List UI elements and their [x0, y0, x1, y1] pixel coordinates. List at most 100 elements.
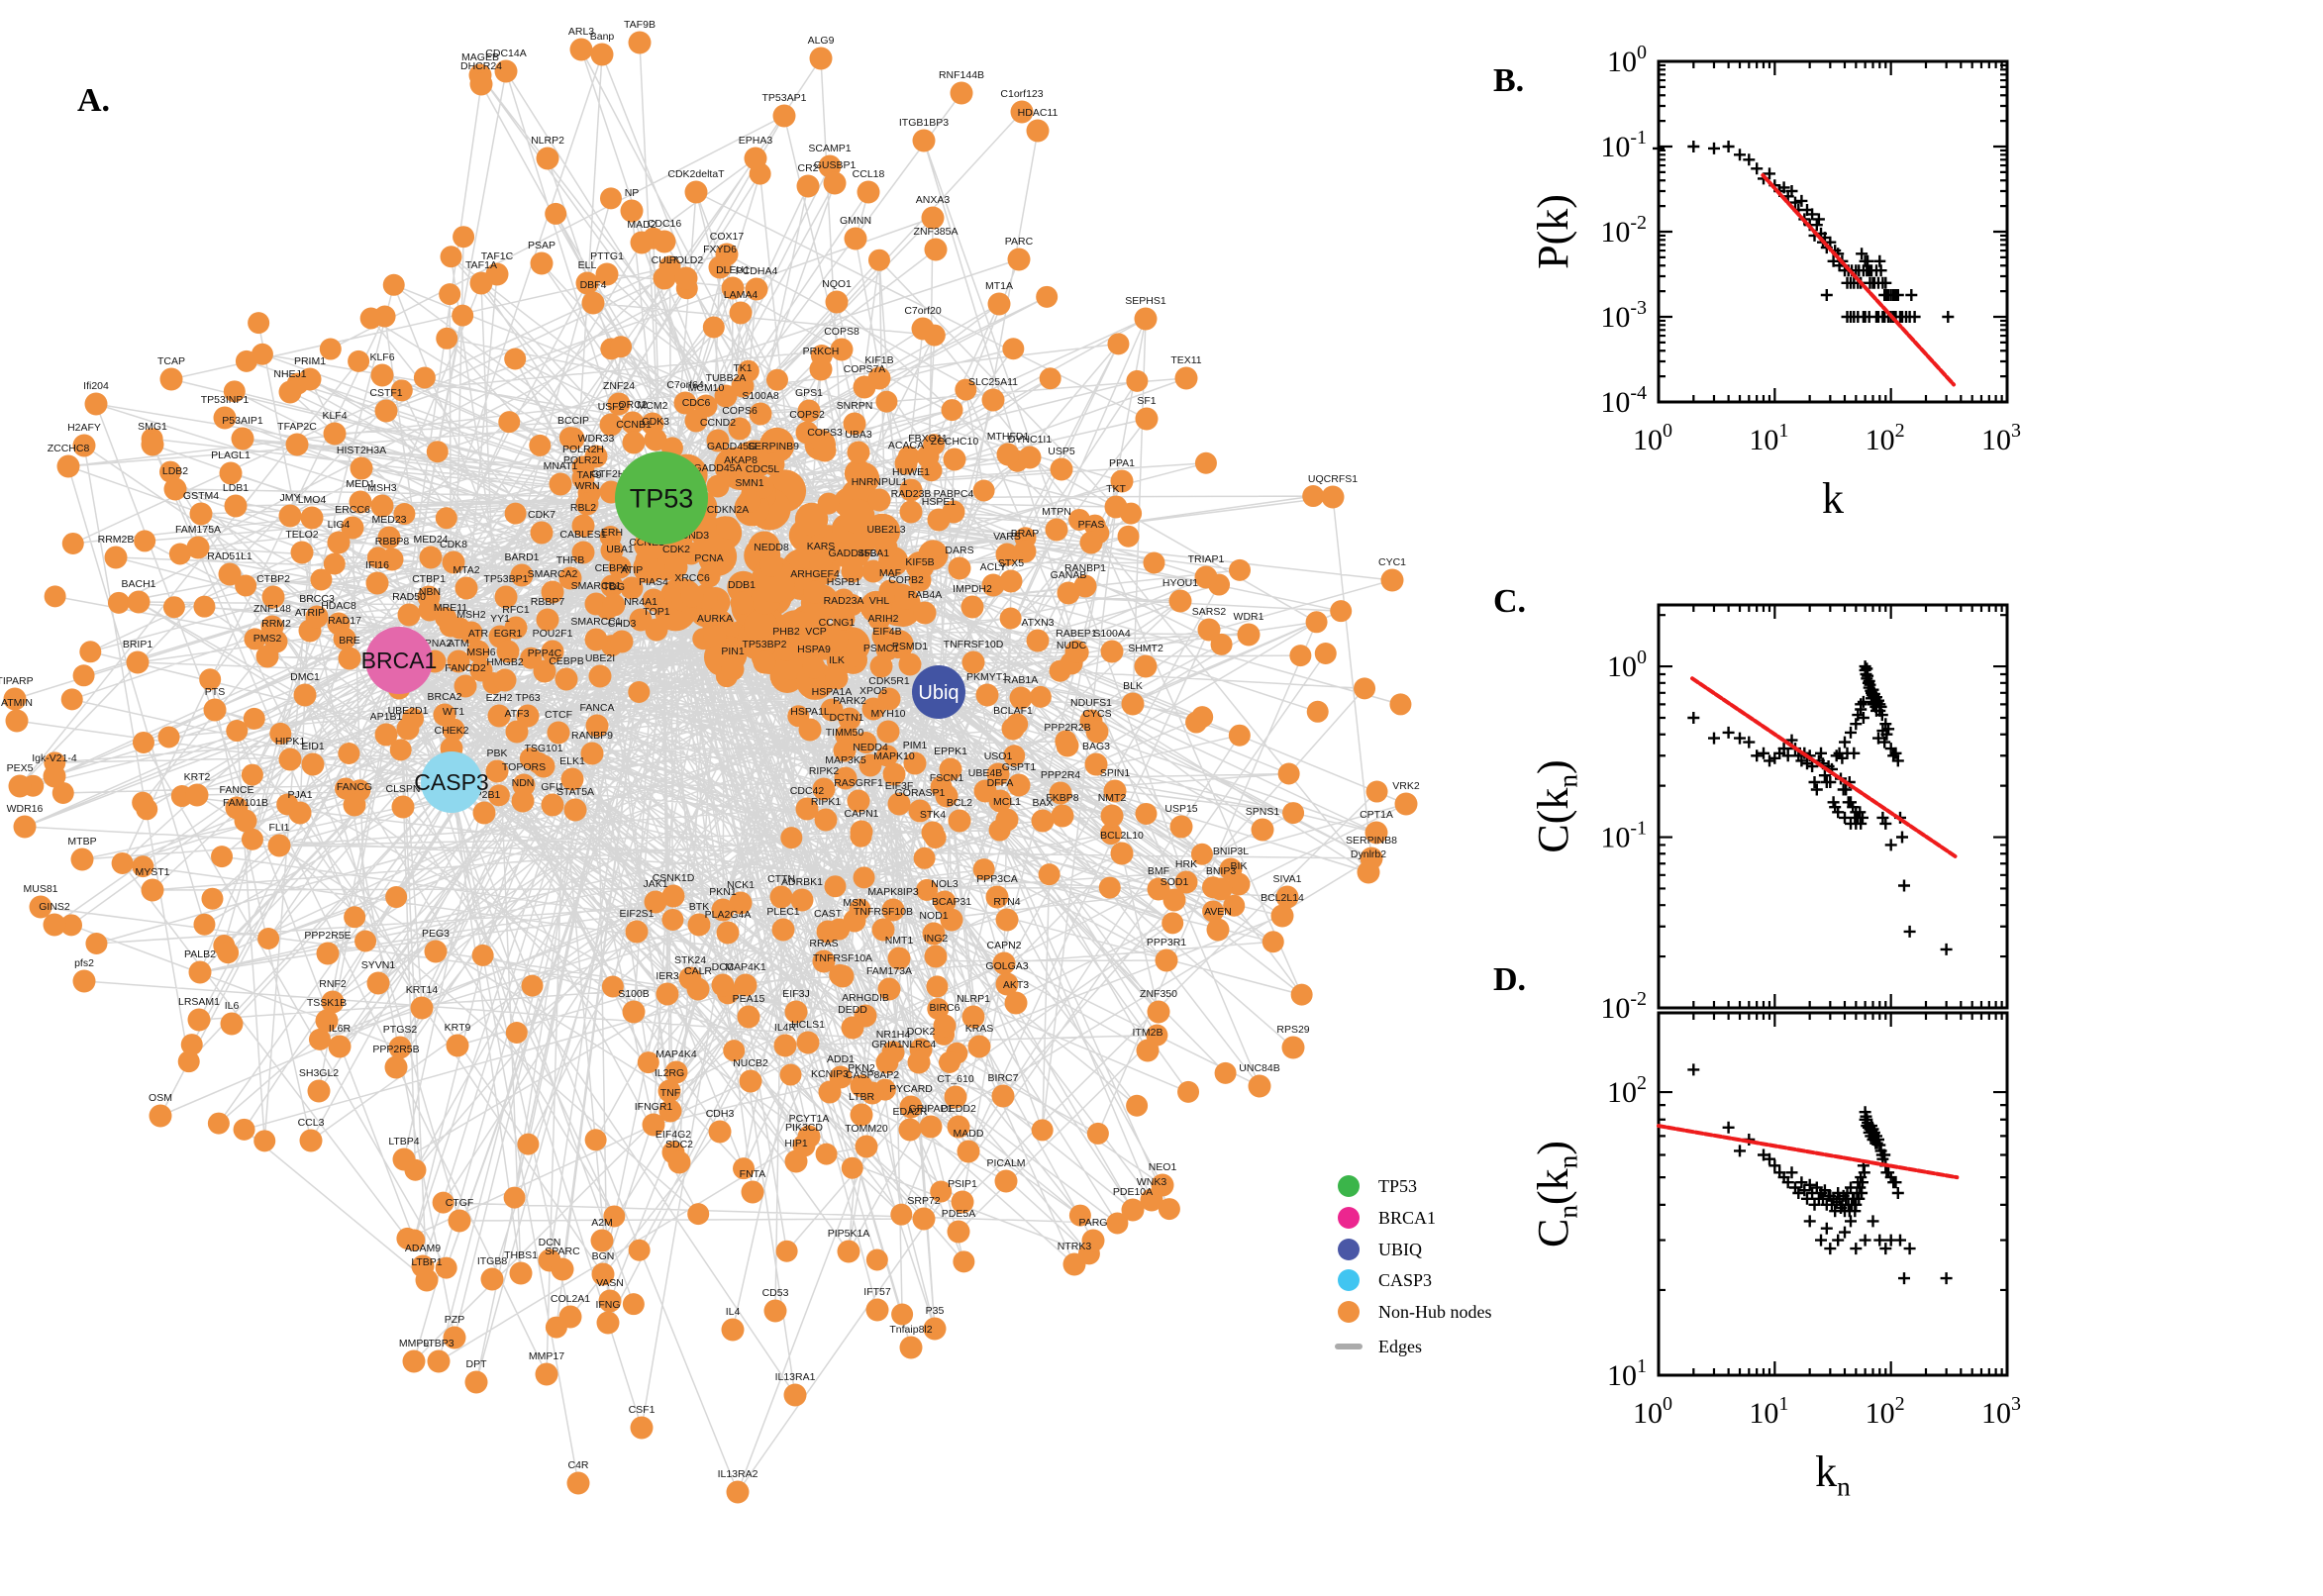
network-node: [177, 1050, 200, 1073]
network-node: [60, 688, 83, 711]
network-node: [1036, 285, 1059, 308]
network-node: [761, 452, 785, 476]
network-node: [51, 781, 74, 804]
tick-label: 10-2: [1600, 988, 1647, 1025]
network-node-label: RAD23A: [824, 595, 864, 607]
network-node-label: SF1: [1137, 395, 1156, 407]
network-node: [1004, 991, 1028, 1015]
network-node: [858, 753, 882, 777]
network-node: [1169, 815, 1193, 839]
network-node-label: EZH2: [486, 692, 513, 704]
network-node: [1106, 1212, 1129, 1235]
network-node: [226, 720, 249, 743]
network-node: [493, 668, 517, 692]
network-node-label: BCL2L10: [1100, 830, 1144, 842]
network-node-label: C4R: [567, 1459, 588, 1471]
network-node: [471, 944, 494, 966]
network-node: [269, 722, 292, 745]
network-node-label: THRB: [556, 554, 585, 566]
network-node-label: SMARCA2: [528, 568, 578, 580]
network-node: [43, 764, 66, 788]
network-node-label: GRIA1: [871, 1039, 903, 1050]
network-node: [664, 555, 688, 579]
tick-label: 100: [1633, 1393, 1672, 1430]
network-node: [248, 312, 270, 335]
network-node: [1100, 804, 1124, 828]
network-node: [321, 990, 345, 1014]
network-node: [774, 638, 798, 661]
network-node: [673, 391, 697, 415]
network-node-label: COPS8: [824, 326, 859, 338]
network-node-label: CUL7: [652, 254, 678, 266]
network-node: [1237, 623, 1261, 647]
network-node-label: VHL: [869, 595, 890, 607]
network-node: [922, 922, 946, 946]
network-node: [1251, 818, 1274, 842]
plot-frame: [1657, 59, 2009, 404]
network-node: [730, 591, 754, 615]
network-node-label: DPT: [466, 1358, 488, 1370]
network-node-label: BARD1: [504, 551, 539, 563]
network-node-label: CCNB1: [616, 419, 652, 431]
network-node-label: SERPINB8: [1346, 835, 1397, 847]
network-node-label: TUBB2A: [706, 372, 747, 384]
network-node-label: NLRP1: [957, 993, 990, 1005]
network-node: [927, 508, 951, 532]
network-node-label: HSPB1: [827, 576, 861, 588]
network-node: [898, 652, 922, 676]
network-node-label: UBE2D1: [388, 705, 429, 717]
network-node-label: TK1: [733, 362, 752, 374]
network-node: [708, 1120, 732, 1144]
network-node-label: PSIP1: [948, 1178, 977, 1190]
network-node: [1202, 900, 1225, 923]
network-node-label: AP1B1: [370, 711, 403, 723]
network-node: [1354, 677, 1376, 700]
network-node: [466, 640, 490, 663]
network-node-label: KCNIP3: [811, 1068, 849, 1080]
panel-C-chart: 100 10-1 10-2 C(kn): [1529, 603, 2009, 1025]
network-node-label: AVEN: [1204, 906, 1232, 918]
network-node: [899, 478, 923, 502]
network-node: [370, 494, 394, 518]
network-node: [804, 638, 828, 661]
network-node-label: KLF4: [322, 410, 347, 422]
network-node: [912, 1207, 936, 1231]
network-node: [703, 625, 727, 648]
network-node: [653, 230, 676, 253]
network-node: [947, 1115, 970, 1139]
network-node-label: UBE4B: [968, 767, 1002, 779]
network-node: [876, 745, 899, 767]
network-node: [1100, 823, 1123, 846]
network-node: [795, 797, 819, 821]
network-node: [656, 982, 679, 1006]
network-node-label: MADD: [954, 1128, 984, 1140]
network-node: [899, 500, 923, 524]
network-node: [947, 1220, 970, 1244]
network-node: [333, 627, 356, 650]
network-node-label: HRK: [1175, 858, 1197, 870]
network-node: [721, 276, 745, 300]
network-node-label: DCN: [539, 1237, 561, 1248]
network-node-label: COL2A1: [551, 1293, 590, 1305]
tick-label: 101: [1749, 1393, 1788, 1430]
network-node: [1228, 724, 1251, 747]
network-node: [1227, 872, 1251, 896]
network-node: [601, 975, 624, 998]
network-node: [987, 292, 1011, 316]
network-node: [44, 585, 66, 608]
network-node: [218, 562, 242, 586]
network-node: [1194, 451, 1217, 474]
network-node-label: ELL: [578, 259, 597, 271]
network-node-label: BRE: [339, 635, 360, 647]
network-node-label: ITM2B: [1133, 1027, 1163, 1039]
network-node-label: USP5: [1048, 446, 1075, 457]
network-node: [1223, 894, 1246, 917]
network-node: [981, 388, 1005, 412]
network-node: [341, 516, 364, 540]
network-node: [380, 548, 404, 571]
network-node: [1103, 779, 1127, 803]
network-node: [1330, 600, 1353, 623]
network-node-label: HIPK1: [275, 736, 306, 748]
network-node-label: COPS2: [789, 409, 825, 421]
